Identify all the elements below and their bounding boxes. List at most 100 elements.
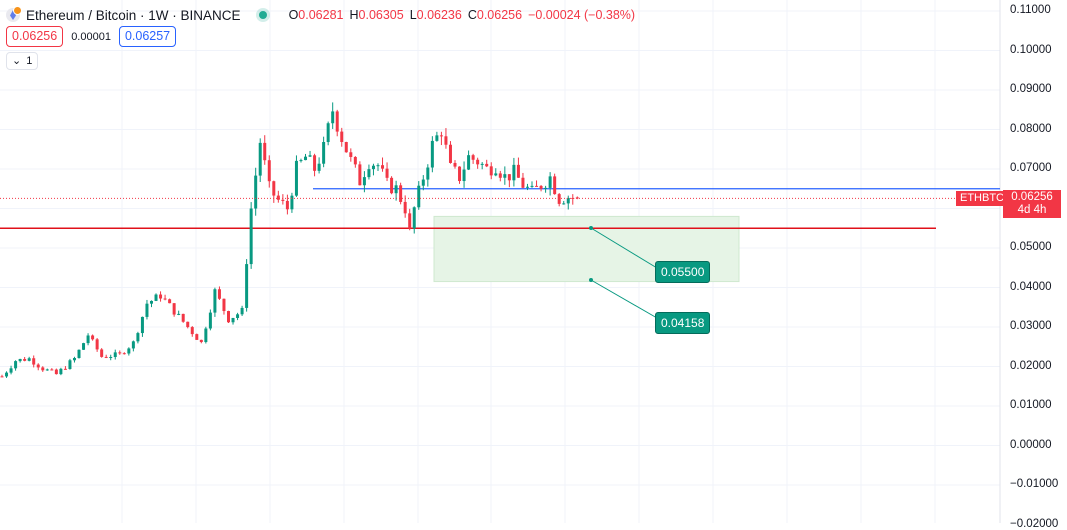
candle (544, 185, 548, 193)
price-callout-upper[interactable]: 0.05500 (655, 261, 711, 283)
symbol-title[interactable]: Ethereum / Bitcoin · 1W · BINANCE (26, 7, 241, 23)
callout-connector (590, 227, 658, 269)
trade-buttons: 0.06256 0.00001 0.06257 (6, 26, 177, 47)
candle (190, 326, 194, 337)
candle (562, 200, 566, 205)
candlestick-series (0, 102, 579, 378)
candle (100, 348, 104, 358)
candle (294, 155, 298, 197)
callout-anchor (589, 226, 593, 230)
chevron-down-icon: ⌄ (12, 55, 22, 67)
price-axis-label: −0.02000 (1010, 517, 1059, 530)
candle (236, 312, 240, 321)
candle (512, 157, 516, 187)
candle (86, 333, 90, 346)
candle (154, 293, 158, 302)
candle (448, 141, 452, 164)
candle (367, 164, 371, 180)
candle (227, 310, 230, 323)
candle (430, 136, 434, 173)
last-price-tag: 0.06256 4d 4h (1003, 190, 1061, 218)
candle (145, 299, 149, 320)
candle (471, 153, 475, 164)
candle (358, 161, 362, 186)
candle (113, 349, 117, 360)
candle (181, 313, 185, 323)
candle (353, 156, 357, 168)
spread-value: 0.00001 (71, 30, 111, 43)
candle (489, 162, 493, 180)
candle (539, 184, 543, 192)
candle (104, 354, 108, 359)
candle (36, 363, 40, 371)
change-value: −0.00024 (−0.38%) (528, 8, 636, 22)
candle (68, 358, 72, 370)
price-axis-label: 0.03000 (1010, 320, 1052, 332)
candle (77, 349, 81, 359)
candle (335, 109, 339, 137)
candle (140, 316, 144, 337)
candle (249, 202, 253, 269)
candle (290, 192, 294, 213)
eth-btc-logo-icon (6, 6, 22, 22)
candle (553, 173, 557, 195)
close-label: C (467, 8, 477, 22)
candle (516, 157, 520, 178)
price-axis-label: −0.01000 (1010, 478, 1059, 490)
price-axis-label: 0.07000 (1010, 162, 1052, 174)
open-value: 0.06281 (298, 8, 344, 22)
candle (308, 150, 312, 157)
indicators-toggle-button[interactable]: ⌄ 1 (6, 52, 39, 70)
candle (122, 352, 126, 355)
candle (444, 128, 448, 149)
candle (195, 333, 199, 340)
candle (23, 356, 27, 362)
candle (480, 162, 484, 170)
candle (240, 305, 244, 317)
candle (163, 294, 167, 301)
buy-button[interactable]: 0.06257 (118, 26, 177, 47)
candle (254, 167, 258, 216)
candle (186, 321, 190, 329)
low-value: 0.06236 (416, 8, 462, 22)
candle (0, 374, 4, 378)
candle (50, 368, 54, 371)
candle (136, 331, 140, 344)
price-axis-label: 0.05000 (1010, 241, 1052, 253)
candle (349, 148, 353, 162)
candle (222, 298, 226, 315)
candle (91, 334, 95, 341)
sell-button[interactable]: 0.06256 (6, 26, 64, 47)
candle (245, 259, 249, 312)
candle (27, 356, 31, 362)
candle (503, 166, 507, 185)
candle (32, 355, 36, 368)
candle (521, 172, 525, 189)
candle (18, 358, 22, 363)
candle (267, 155, 271, 188)
candle (299, 158, 303, 163)
candle (313, 153, 317, 177)
price-callout-lower[interactable]: 0.04158 (655, 312, 711, 334)
candle (498, 170, 502, 182)
market-status-icon[interactable] (258, 11, 267, 19)
symbol-price-tag: ETHBTC (956, 191, 1008, 206)
candle (82, 342, 86, 350)
candle (276, 190, 280, 203)
candle (408, 208, 412, 231)
candle (45, 368, 49, 371)
candle (217, 286, 221, 300)
bar-countdown: 4d 4h (1017, 204, 1047, 216)
candle (63, 366, 67, 370)
candle (317, 157, 321, 174)
candle (462, 161, 466, 188)
candle (331, 102, 335, 129)
candle (177, 310, 181, 316)
candle (168, 298, 172, 304)
candle (285, 194, 289, 215)
candle (9, 365, 13, 375)
price-axis-label: 0.09000 (1010, 83, 1052, 95)
candle (371, 163, 375, 176)
candle (453, 160, 457, 169)
